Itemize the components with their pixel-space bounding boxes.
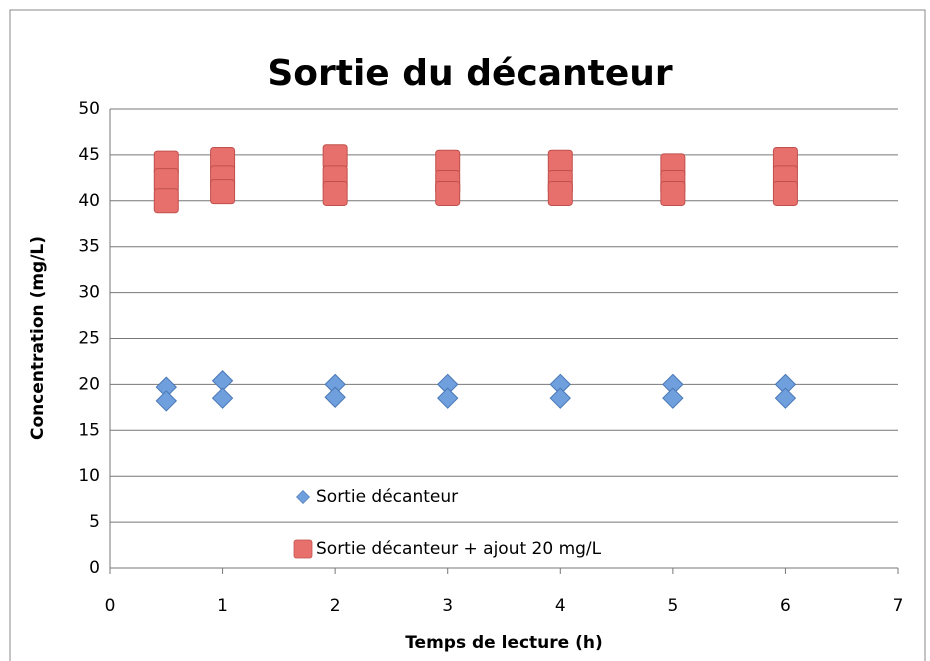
x-axis-label: Temps de lecture (h) xyxy=(405,633,603,653)
legend-swatch xyxy=(293,539,313,559)
y-tick-label: 25 xyxy=(78,329,100,349)
x-tick-label: 3 xyxy=(442,596,453,616)
square-point xyxy=(153,188,179,214)
y-tick-label: 50 xyxy=(78,99,100,119)
square-point xyxy=(660,180,686,206)
diamond-point xyxy=(155,390,177,412)
square-point xyxy=(210,179,236,205)
chart-title: Sortie du décanteur xyxy=(267,53,673,94)
diamond-point xyxy=(662,387,684,409)
y-tick-label: 0 xyxy=(89,558,100,578)
y-tick-label: 40 xyxy=(78,191,100,211)
x-tick-label: 4 xyxy=(555,596,566,616)
diamond-point xyxy=(774,387,797,409)
y-tick-label: 5 xyxy=(89,512,100,532)
square-point xyxy=(772,180,798,206)
x-tick-label: 6 xyxy=(780,596,791,616)
x-tick-label: 0 xyxy=(105,596,116,616)
y-tick-label: 20 xyxy=(78,374,100,394)
legend-label: Sortie décanteur + ajout 20 mg/L xyxy=(316,539,602,559)
y-tick-label: 45 xyxy=(78,145,100,165)
y-tick-label: 30 xyxy=(78,283,100,303)
legend-swatch xyxy=(296,490,310,504)
chart-frame xyxy=(9,9,926,661)
diamond-point xyxy=(549,387,571,409)
y-axis-label: Concentration (mg/L) xyxy=(28,236,48,440)
square-point xyxy=(547,180,573,206)
x-tick-label: 5 xyxy=(667,596,678,616)
x-tick-label: 1 xyxy=(217,596,228,616)
square-point xyxy=(435,180,461,206)
square-point xyxy=(322,144,348,170)
diamond-point xyxy=(211,387,234,409)
y-tick-label: 10 xyxy=(78,466,100,486)
x-tick-label: 7 xyxy=(893,596,904,616)
diamond-point xyxy=(324,386,346,408)
x-tick-label: 2 xyxy=(330,596,341,616)
y-tick-label: 35 xyxy=(78,237,100,257)
square-point xyxy=(322,180,348,206)
diamond-point xyxy=(437,387,459,409)
legend-label: Sortie décanteur xyxy=(316,487,458,507)
y-tick-label: 15 xyxy=(78,420,100,440)
